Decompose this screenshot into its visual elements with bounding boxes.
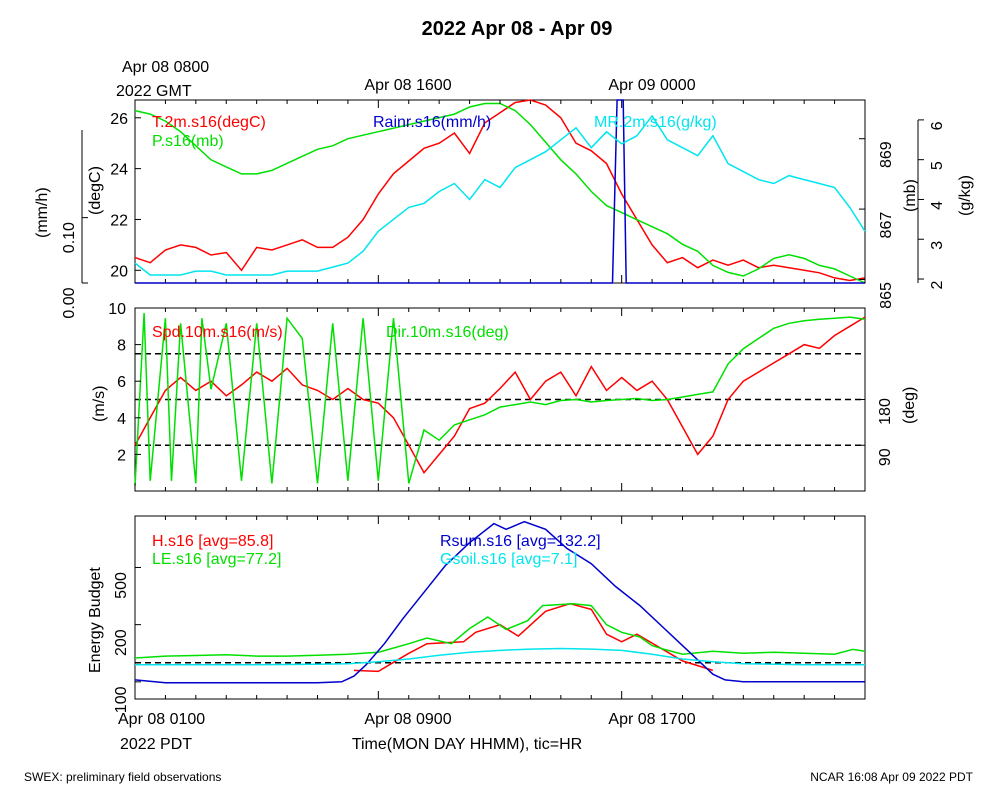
top-axis-tick-label: Apr 09 0000 — [608, 77, 695, 94]
y-axis-label-temperature: (degC) — [87, 166, 104, 215]
series-line-spd-10m-s16-m-s — [134, 316, 866, 475]
y-tick-label-gkg: 5 — [929, 161, 946, 170]
legend-radiation-sum: Rsum.s16 [avg=132.2] — [440, 533, 601, 550]
series-line-t-2m-s16-degc — [134, 99, 866, 282]
y-tick-label-gkg: 2 — [929, 280, 946, 289]
series-line-le-s16-avg-77-2 — [134, 602, 866, 659]
legend-wind-direction: Dir.10m.s16(deg) — [386, 324, 509, 341]
y-tick-label-wind-direction: 90 — [877, 448, 894, 466]
y-tick-label-gkg: 4 — [929, 201, 946, 210]
y-tick-label-gkg: 3 — [929, 241, 946, 250]
top-axis-start-label: Apr 08 0800 — [122, 59, 209, 76]
y-tick-label-energy: 100 — [113, 686, 130, 713]
y-tick-label-wind-speed: 2 — [117, 447, 126, 464]
y-tick-label-rain: 0.10 — [61, 222, 78, 253]
bottom-axis-start-label-year: 2022 PDT — [120, 736, 192, 753]
series-line-mr-2m-s16-g-kg — [134, 114, 866, 276]
y-tick-label-wind-speed: 4 — [117, 411, 126, 428]
y-axis-label-energy-budget: Energy Budget — [87, 567, 104, 673]
legend-sensible-heat: H.s16 [avg=85.8] — [152, 533, 273, 550]
y-tick-label-wind-speed: 10 — [108, 301, 126, 318]
panel-meteorology-axes: 20 22 24 26 0.00 0.10 865 867 869 2 3 4 5 6 — [61, 100, 946, 319]
legend-latent-heat: LE.s16 [avg=77.2] — [152, 551, 281, 568]
legend-pressure: P.s16(mb) — [152, 133, 224, 150]
footer-timestamp: NCAR 16:08 Apr 09 2022 PDT — [810, 770, 973, 784]
y-tick-label-energy: 200 — [113, 629, 130, 656]
legend-rain-rate: Rainr.s16(mm/h) — [373, 114, 491, 131]
y-axis-label-wind-direction: (deg) — [901, 387, 918, 424]
y-tick-label-wind-speed: 8 — [117, 338, 126, 355]
legend-wind-speed: Spd.10m.s16(m/s) — [152, 324, 283, 341]
legend-soil-heat: Gsoil.s16 [avg=7.1] — [440, 551, 577, 568]
y-tick-label-rain: 0.00 — [61, 287, 78, 318]
top-axis-start-label-year: 2022 GMT — [116, 83, 192, 100]
y-tick-label-mb: 869 — [878, 141, 895, 168]
y-tick-label-degc: 24 — [110, 162, 128, 179]
footer-source-note: SWEX: preliminary field observations — [24, 770, 221, 784]
series-line-dir-10m-s16-deg — [134, 313, 866, 486]
series-line-gsoil-s16-avg-7-1 — [135, 647, 865, 666]
y-axis-label-wind-speed: (m/s) — [91, 386, 108, 422]
y-tick-label-degc: 22 — [110, 212, 128, 229]
y-axis-label-mixing-ratio: (g/kg) — [957, 175, 974, 216]
y-tick-label-degc: 20 — [110, 263, 128, 280]
y-tick-label-mb: 865 — [878, 282, 895, 309]
y-tick-label-gkg: 6 — [929, 121, 946, 130]
y-tick-label-wind-direction: 180 — [877, 398, 894, 425]
y-axis-label-rain: (mm/h) — [34, 187, 51, 238]
chart-title: 2022 Apr 08 - Apr 09 — [422, 18, 613, 40]
legend-mixing-ratio: MR.2m.s16(g/kg) — [594, 114, 717, 131]
bottom-axis-tick-label: Apr 08 0900 — [364, 711, 451, 728]
bottom-axis-tick-label: Apr 08 1700 — [608, 711, 695, 728]
series-line-h-s16-avg-85-8 — [353, 602, 714, 673]
panel-wind-axes: 2 4 6 8 10 90 180 — [108, 301, 894, 491]
y-tick-label-wind-speed: 6 — [117, 374, 126, 391]
y-tick-label-mb: 867 — [878, 212, 895, 239]
y-axis-label-pressure: (mb) — [902, 179, 919, 212]
top-axis-tick-label: Apr 08 1600 — [364, 77, 451, 94]
y-tick-label-degc: 26 — [110, 111, 128, 128]
panel-energy-axes: 100 200 500 — [113, 516, 866, 713]
legend-temperature: T.2m.s16(degC) — [152, 114, 266, 131]
panel-wind-series — [134, 313, 866, 486]
y-tick-label-energy: 500 — [113, 572, 130, 599]
series-line-rsum-s16-avg-132-2 — [134, 520, 865, 684]
series-line-rainr-s16-mm-h — [135, 99, 865, 284]
bottom-axis-start-label: Apr 08 0100 — [118, 711, 205, 728]
x-axis-label: Time(MON DAY HHMM), tic=HR — [352, 736, 582, 753]
panel-energy-series — [134, 520, 866, 684]
